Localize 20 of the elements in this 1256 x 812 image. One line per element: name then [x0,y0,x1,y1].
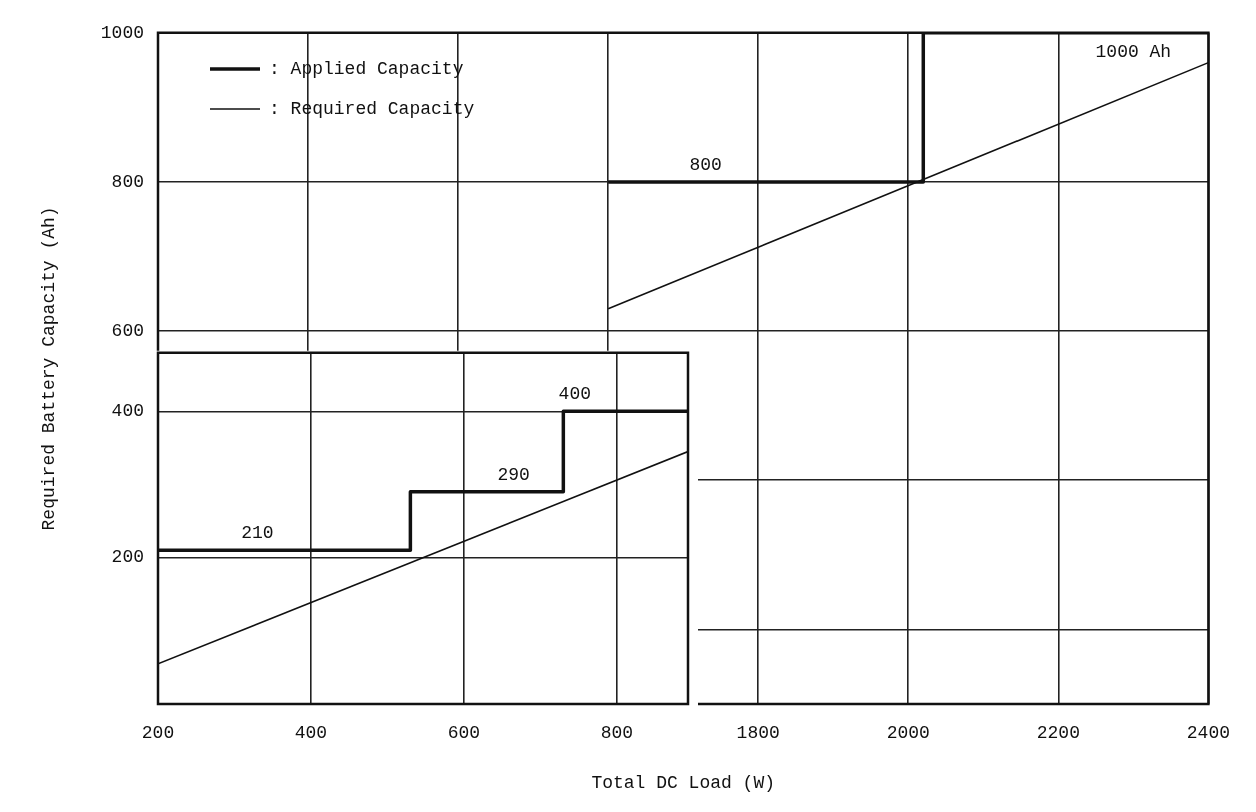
y-axis-title: Required Battery Capacity (Ah) [38,206,59,531]
x-axis-title: Total DC Load (W) [591,772,776,793]
y-tick-label: 400 [111,401,144,422]
y-tick-label: 1000 [100,22,144,43]
x-tick-label: 2000 [886,722,930,743]
x-tick-label: 800 [600,722,634,743]
x-tick-label: 2400 [1186,722,1231,743]
annotation: 800 [689,154,722,175]
annotation: 210 [241,523,274,544]
x-tick-label: 1800 [736,722,780,743]
y-tick-label: 800 [111,171,144,192]
y-tick-label: 200 [111,547,144,568]
y-tick-label: 600 [111,320,144,341]
x-tick-label: 200 [141,722,175,743]
annotation: 1000 Ah [1095,41,1172,62]
x-tick-label: 2200 [1036,722,1080,743]
annotation: 400 [558,384,592,405]
x-tick-label: 600 [447,722,481,743]
x-tick-label: 400 [294,722,328,743]
annotation: 290 [497,464,530,485]
